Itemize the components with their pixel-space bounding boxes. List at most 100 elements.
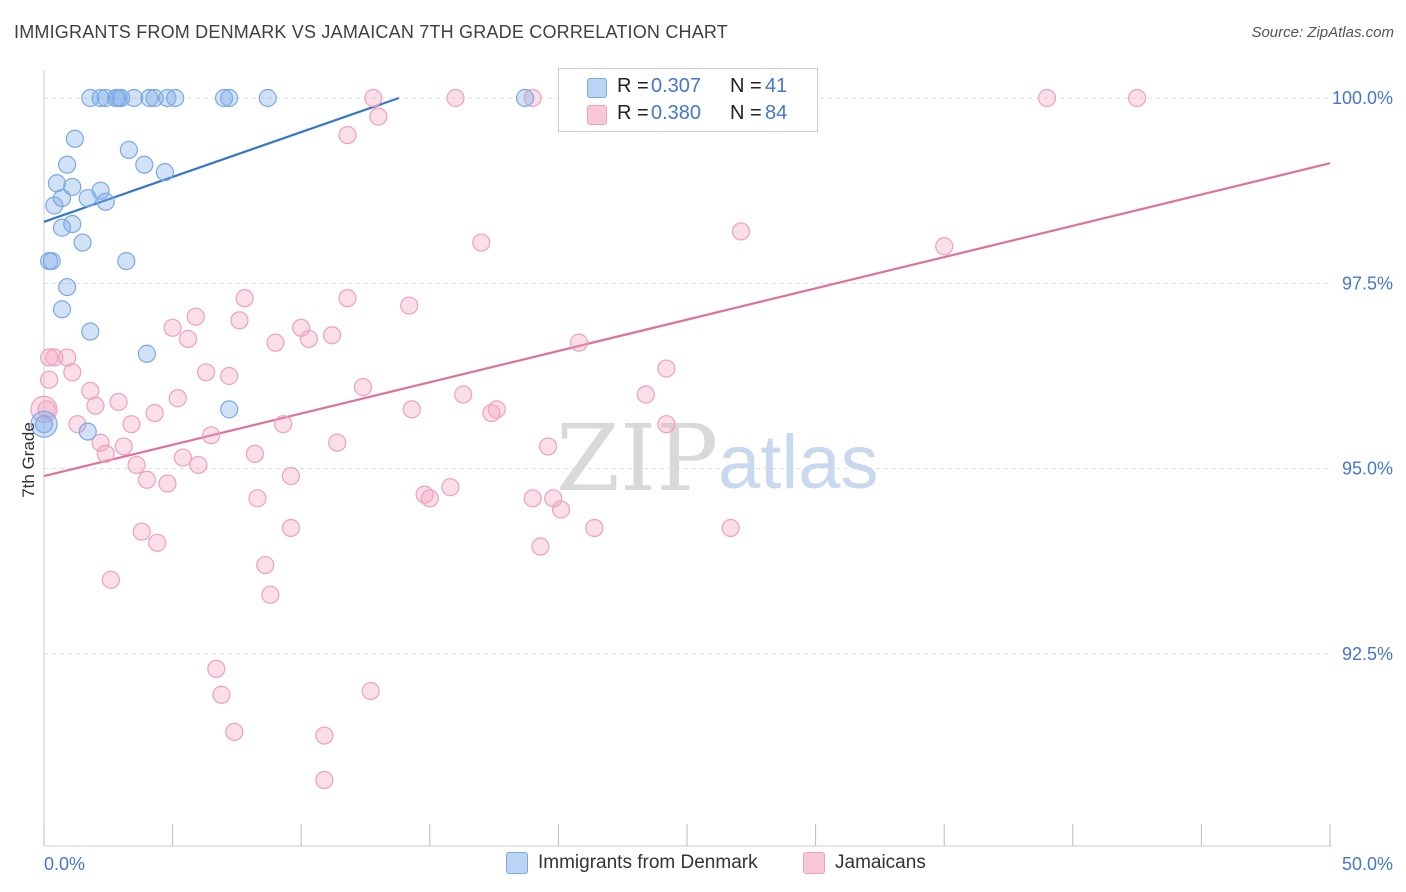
point-denmark	[117, 251, 136, 271]
point-jamaicans	[173, 448, 192, 467]
point-denmark	[124, 88, 144, 108]
point-denmark	[63, 214, 82, 234]
point-jamaicans	[225, 722, 244, 741]
point-jamaicans	[96, 444, 115, 463]
point-denmark	[220, 400, 239, 419]
bottom-legend-label-jamaicans: Jamaicans	[835, 852, 926, 873]
point-denmark	[81, 88, 100, 108]
point-jamaicans	[114, 437, 133, 456]
point-denmark	[30, 410, 58, 438]
point-jamaicans	[420, 489, 439, 508]
point-jamaicans	[338, 125, 357, 145]
point-jamaicans	[163, 318, 182, 337]
point-jamaicans	[472, 233, 491, 252]
point-jamaicans	[369, 107, 388, 126]
point-denmark	[65, 129, 84, 148]
point-denmark	[34, 415, 54, 434]
point-denmark	[73, 233, 92, 252]
axes	[43, 70, 1332, 847]
point-denmark	[58, 155, 77, 174]
point-jamaicans	[30, 395, 58, 423]
point-jamaicans	[731, 222, 751, 241]
point-jamaicans	[40, 348, 59, 367]
watermark-atlas: atlas	[718, 420, 879, 505]
data-points	[30, 79, 1147, 790]
point-jamaicans	[322, 326, 342, 345]
point-jamaicans	[196, 363, 216, 382]
point-jamaicans	[657, 415, 676, 434]
point-jamaicans	[361, 681, 380, 701]
bottom-legend-swatch-jamaicans	[803, 852, 825, 874]
point-jamaicans	[315, 770, 334, 790]
legend-r-label: R =	[617, 102, 649, 124]
point-jamaicans	[109, 392, 128, 412]
source-label: Source: ZipAtlas.com	[1251, 24, 1394, 41]
point-jamaicans	[101, 570, 120, 589]
point-jamaicans	[266, 333, 285, 352]
point-jamaicans	[338, 289, 357, 308]
point-jamaicans	[402, 400, 421, 419]
point-jamaicans	[539, 437, 558, 456]
point-jamaicans	[132, 522, 151, 541]
point-jamaicans	[935, 237, 954, 256]
point-jamaicans	[220, 366, 239, 386]
point-denmark	[220, 88, 239, 108]
point-jamaicans	[1037, 88, 1057, 108]
legend-n-value: 84	[765, 102, 788, 124]
point-denmark	[158, 88, 177, 108]
legend-swatch-denmark	[587, 78, 607, 98]
point-denmark	[96, 88, 115, 108]
legend-r-value: 0.307	[651, 75, 702, 97]
point-jamaicans	[178, 329, 198, 349]
point-denmark	[515, 88, 535, 108]
point-jamaicans	[207, 659, 226, 678]
point-denmark	[119, 140, 138, 159]
point-jamaicans	[274, 415, 293, 434]
point-jamaicans	[482, 403, 501, 423]
point-jamaicans	[446, 88, 465, 108]
point-denmark	[52, 218, 72, 237]
point-denmark	[42, 251, 61, 271]
point-denmark	[58, 277, 77, 297]
point-denmark	[78, 188, 97, 208]
point-jamaicans	[168, 389, 187, 408]
point-denmark	[166, 88, 185, 108]
point-jamaicans	[523, 88, 542, 108]
point-jamaicans	[202, 426, 221, 445]
point-jamaicans	[127, 455, 146, 475]
point-denmark	[45, 196, 64, 215]
point-jamaicans	[353, 378, 373, 397]
trend-line	[43, 162, 1331, 478]
point-jamaicans	[86, 396, 105, 415]
point-jamaicans	[569, 333, 589, 352]
chart-title: IMMIGRANTS FROM DENMARK VS JAMAICAN 7TH …	[14, 22, 728, 42]
y-tick-label: 95.0%	[1342, 459, 1393, 479]
point-denmark	[214, 88, 234, 108]
y-tick-label: 97.5%	[1342, 273, 1393, 293]
watermark-zip: ZIP	[556, 405, 718, 512]
y-tick-label: 100.0%	[1332, 88, 1393, 108]
point-denmark	[155, 163, 174, 182]
x-tick-label: 0.0%	[44, 854, 85, 874]
point-denmark	[52, 300, 72, 319]
point-jamaicans	[299, 329, 319, 349]
point-denmark	[112, 88, 131, 108]
point-denmark	[145, 88, 164, 108]
legend-r-label: R =	[617, 75, 649, 97]
point-denmark	[135, 155, 154, 174]
point-jamaicans	[400, 296, 419, 315]
point-jamaicans	[721, 518, 740, 538]
point-jamaicans	[158, 474, 177, 493]
point-jamaicans	[68, 415, 87, 434]
point-jamaicans	[636, 385, 655, 404]
point-jamaicans	[63, 363, 82, 382]
point-jamaicans	[328, 433, 347, 452]
point-jamaicans	[45, 348, 64, 367]
point-jamaicans	[245, 444, 265, 463]
point-jamaicans	[186, 307, 205, 326]
point-jamaicans	[315, 726, 334, 745]
point-jamaicans	[148, 533, 167, 552]
point-denmark	[78, 422, 97, 441]
point-jamaicans	[145, 403, 164, 423]
